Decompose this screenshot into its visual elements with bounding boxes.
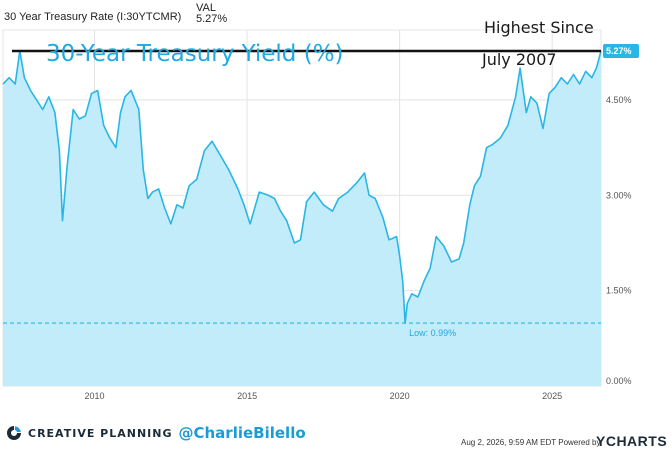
series-line [2,50,602,324]
ycharts-logo: YCHARTS [596,433,668,449]
x-tick-label: 2025 [542,391,562,401]
footer-brand: CREATIVE PLANNING [28,426,173,440]
current-value: 5.27% [196,13,228,25]
value-column-label: VAL [196,2,216,14]
y-tick-label: 4.50% [606,95,632,105]
y-tick-label: 1.50% [606,286,632,296]
y-tick-label: 0.00% [606,376,632,386]
note-line-2: July 2007 [481,50,557,69]
footer-date: Aug 2, 2026, 9:59 AM EDT Powered by [461,438,601,447]
current-badge-bg [603,43,639,58]
series-label: 30 Year Treasury Rate (I:30YTCMR) [4,11,182,23]
series-area [3,51,601,386]
x-tick-label: 2010 [85,391,105,401]
x-tick-label: 2015 [237,391,257,401]
footer-handle: @CharlieBilello [178,424,306,442]
brand-logo-icon [7,426,21,440]
y-tick-label: 3.00% [606,190,632,200]
current-badge: 5.27% [603,43,639,58]
low-label: Low: 0.99% [409,328,456,338]
y-axis: 0.00% 1.50% 3.00% 4.50% [606,95,632,386]
x-axis: 2010 2015 2020 2025 [85,391,563,401]
x-tick-label: 2020 [390,391,410,401]
chart-title: 30-Year Treasury Yield (%) [46,41,344,67]
note-line-1: Highest Since [484,18,594,37]
current-badge-text: 5.27% [606,46,632,56]
footer-logo: CREATIVE PLANNING @CharlieBilello [6,424,306,442]
